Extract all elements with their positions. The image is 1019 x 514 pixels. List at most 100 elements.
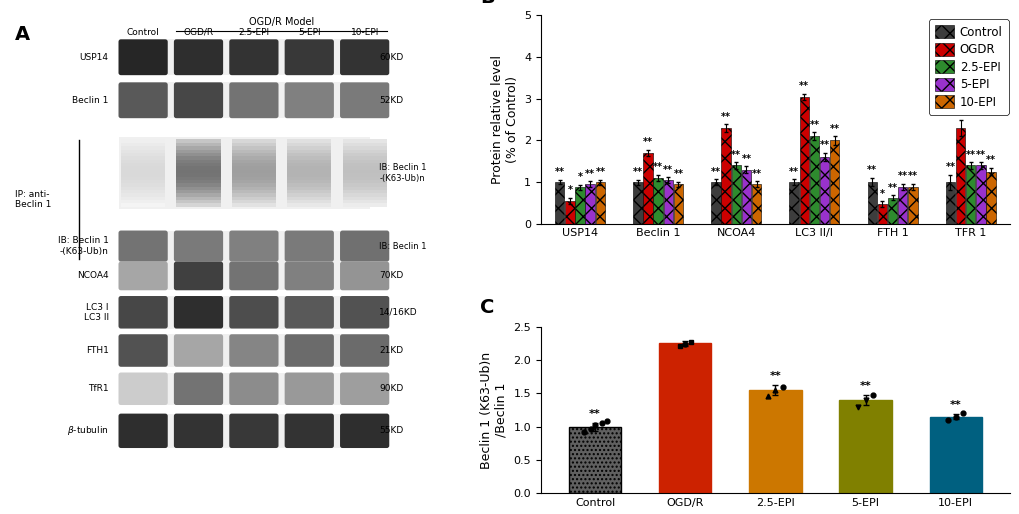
Bar [176,173,220,176]
FancyBboxPatch shape [284,40,333,75]
Bar [342,179,386,183]
Bar [286,199,331,203]
Text: **: ** [768,372,781,381]
Text: $\beta$-tubulin: $\beta$-tubulin [67,425,109,437]
Bar [286,179,331,183]
Bar [176,142,220,146]
Bar [176,146,220,150]
FancyBboxPatch shape [173,373,223,405]
Bar [176,166,220,170]
Text: 14/16KD: 14/16KD [379,308,418,317]
Bar [907,187,917,224]
Text: **: ** [731,150,741,159]
Text: **: ** [662,164,673,175]
Text: B: B [480,0,494,7]
Bar [286,156,331,160]
Text: **: ** [828,124,839,134]
Bar [751,184,760,224]
FancyBboxPatch shape [339,334,389,367]
Bar [710,182,720,224]
Bar [121,156,165,160]
Bar [118,262,369,290]
Bar [965,166,974,224]
Bar [231,176,276,180]
Bar [342,156,386,160]
Bar [643,153,652,224]
Bar [121,173,165,176]
Y-axis label: Protein relative level
(% of Control): Protein relative level (% of Control) [490,55,518,184]
Bar [342,142,386,146]
Bar [231,203,276,207]
FancyBboxPatch shape [229,40,278,75]
Bar [176,182,220,187]
Text: IB: Beclin 1
-(K63-Ub)n: IB: Beclin 1 -(K63-Ub)n [379,163,427,183]
Bar [231,146,276,150]
Bar [731,166,740,224]
FancyBboxPatch shape [229,230,278,262]
FancyBboxPatch shape [339,414,389,448]
Bar [118,137,369,209]
Bar [176,162,220,167]
Bar [569,427,621,493]
Bar [121,159,165,163]
FancyBboxPatch shape [229,296,278,328]
FancyBboxPatch shape [118,373,167,405]
Text: **: ** [595,167,604,177]
Text: LC3 I
LC3 II: LC3 I LC3 II [84,303,109,322]
Text: **: ** [955,107,965,117]
Bar [286,176,331,180]
Bar [231,193,276,196]
Bar [176,169,220,173]
Bar [342,146,386,150]
FancyBboxPatch shape [173,40,223,75]
FancyBboxPatch shape [118,296,167,328]
Bar [121,182,165,187]
Bar [121,142,165,146]
Bar [286,142,331,146]
Bar [839,400,891,493]
Bar [121,203,165,207]
Text: **: ** [632,167,642,177]
Text: **: ** [710,167,720,177]
FancyBboxPatch shape [284,373,333,405]
FancyBboxPatch shape [284,414,333,448]
Bar [342,193,386,196]
Bar [121,166,165,170]
Bar [653,178,662,224]
Bar [121,196,165,200]
Text: IB: Beclin 1
-(K63-Ub)n: IB: Beclin 1 -(K63-Ub)n [58,236,109,256]
Bar [231,196,276,200]
Text: 70KD: 70KD [379,271,404,281]
FancyBboxPatch shape [229,414,278,448]
Text: 55KD: 55KD [379,426,404,435]
Bar [342,149,386,153]
Text: 60KD: 60KD [379,53,404,62]
FancyBboxPatch shape [118,40,167,75]
Text: **: ** [799,81,808,91]
Text: 90KD: 90KD [379,384,404,393]
Bar [799,97,808,224]
Text: 21KD: 21KD [379,346,404,355]
Bar [118,40,369,75]
Text: IB: Beclin 1: IB: Beclin 1 [379,242,427,250]
Bar [286,186,331,190]
Bar [176,189,220,193]
Bar [176,199,220,203]
Bar [286,196,331,200]
FancyBboxPatch shape [284,230,333,262]
Bar [118,414,369,448]
Bar [342,173,386,176]
Bar [176,139,220,143]
Text: **: ** [819,140,828,151]
Bar [231,153,276,156]
Bar [342,182,386,187]
Text: Beclin 1: Beclin 1 [72,96,109,105]
Bar [985,172,995,224]
Bar [342,139,386,143]
Bar [342,169,386,173]
Bar [286,169,331,173]
Bar [829,140,839,224]
FancyBboxPatch shape [284,262,333,290]
Text: 10-EPI: 10-EPI [351,28,378,37]
Bar [121,162,165,167]
